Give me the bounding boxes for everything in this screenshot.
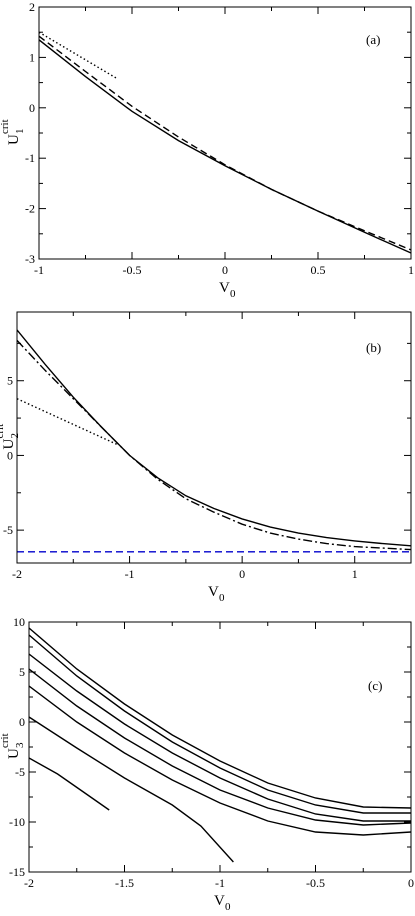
y-axis-label-superscript: crit — [0, 424, 6, 439]
x-tick-label: 1 — [352, 567, 358, 581]
series-line-2-3 — [17, 398, 119, 446]
x-tick-label: -1.5 — [115, 876, 134, 890]
plot-frame — [16, 311, 412, 564]
y-axis-label-subscript: 2 — [9, 433, 21, 439]
x-axis-label: V — [208, 584, 219, 600]
y-tick-label: 10 — [13, 615, 25, 629]
y-axis-label-subscript: 3 — [14, 742, 26, 748]
y-axis-label: U — [6, 748, 22, 759]
panel-label: (a) — [366, 32, 380, 47]
series-line-3-2 — [29, 634, 411, 814]
x-tick-label: 0 — [239, 567, 245, 581]
x-axis-label-subscript: 0 — [230, 288, 236, 300]
panel-label: (b) — [366, 340, 381, 355]
x-tick-label: -2 — [24, 876, 34, 890]
y-axis-label: U — [6, 134, 22, 145]
y-tick-label: -1 — [25, 151, 35, 165]
y-tick-label: -10 — [9, 815, 25, 829]
x-tick-label: 0 — [408, 876, 414, 890]
x-tick-label: -1 — [34, 263, 44, 277]
y-tick-label: -2 — [25, 202, 35, 216]
x-axis-label-subscript: 0 — [219, 592, 225, 604]
series-line-1-2 — [39, 35, 411, 251]
series-line-3-3 — [29, 653, 411, 822]
y-tick-label: -5 — [15, 765, 25, 779]
y-tick-label: -3 — [25, 252, 35, 266]
series-line-3-1 — [29, 627, 411, 809]
y-axis-label-superscript: crit — [0, 119, 11, 134]
y-axis-label: U — [1, 439, 17, 450]
x-tick-label: 0 — [222, 263, 228, 277]
x-tick-label: -1 — [125, 567, 135, 581]
y-tick-label: 0 — [29, 101, 35, 115]
y-tick-label: -15 — [9, 865, 25, 879]
y-axis-label-subscript: 1 — [14, 129, 26, 135]
x-axis-label-subscript: 0 — [225, 901, 231, 913]
series-line-2-1 — [17, 329, 411, 547]
series-line-3-4 — [29, 668, 411, 826]
x-tick-label: 1 — [408, 263, 414, 277]
series-line-2-2 — [17, 339, 411, 551]
x-tick-label: -0.5 — [123, 263, 142, 277]
y-tick-label: 1 — [29, 50, 35, 64]
y-tick-label: 5 — [7, 374, 13, 388]
y-axis-label-superscript: crit — [0, 733, 11, 748]
x-tick-label: -0.5 — [306, 876, 325, 890]
y-tick-label: 5 — [19, 665, 25, 679]
plot-frame — [38, 6, 412, 260]
y-tick-label: -5 — [3, 523, 13, 537]
x-axis-label: V — [214, 893, 225, 909]
panel-label: (c) — [368, 678, 382, 693]
series-line-3-6 — [29, 716, 234, 863]
series-line-3-7 — [29, 757, 110, 811]
x-tick-label: -2 — [12, 567, 22, 581]
x-tick-label: -1 — [215, 876, 225, 890]
series-line-3-5 — [29, 685, 411, 836]
series-line-1-1 — [39, 39, 411, 254]
x-tick-label: 0.5 — [311, 263, 326, 277]
series-line-1-3 — [39, 31, 118, 80]
y-tick-label: 2 — [29, 0, 35, 14]
y-tick-label: 0 — [7, 448, 13, 462]
y-tick-label: 0 — [19, 715, 25, 729]
x-axis-label: V — [219, 280, 230, 296]
